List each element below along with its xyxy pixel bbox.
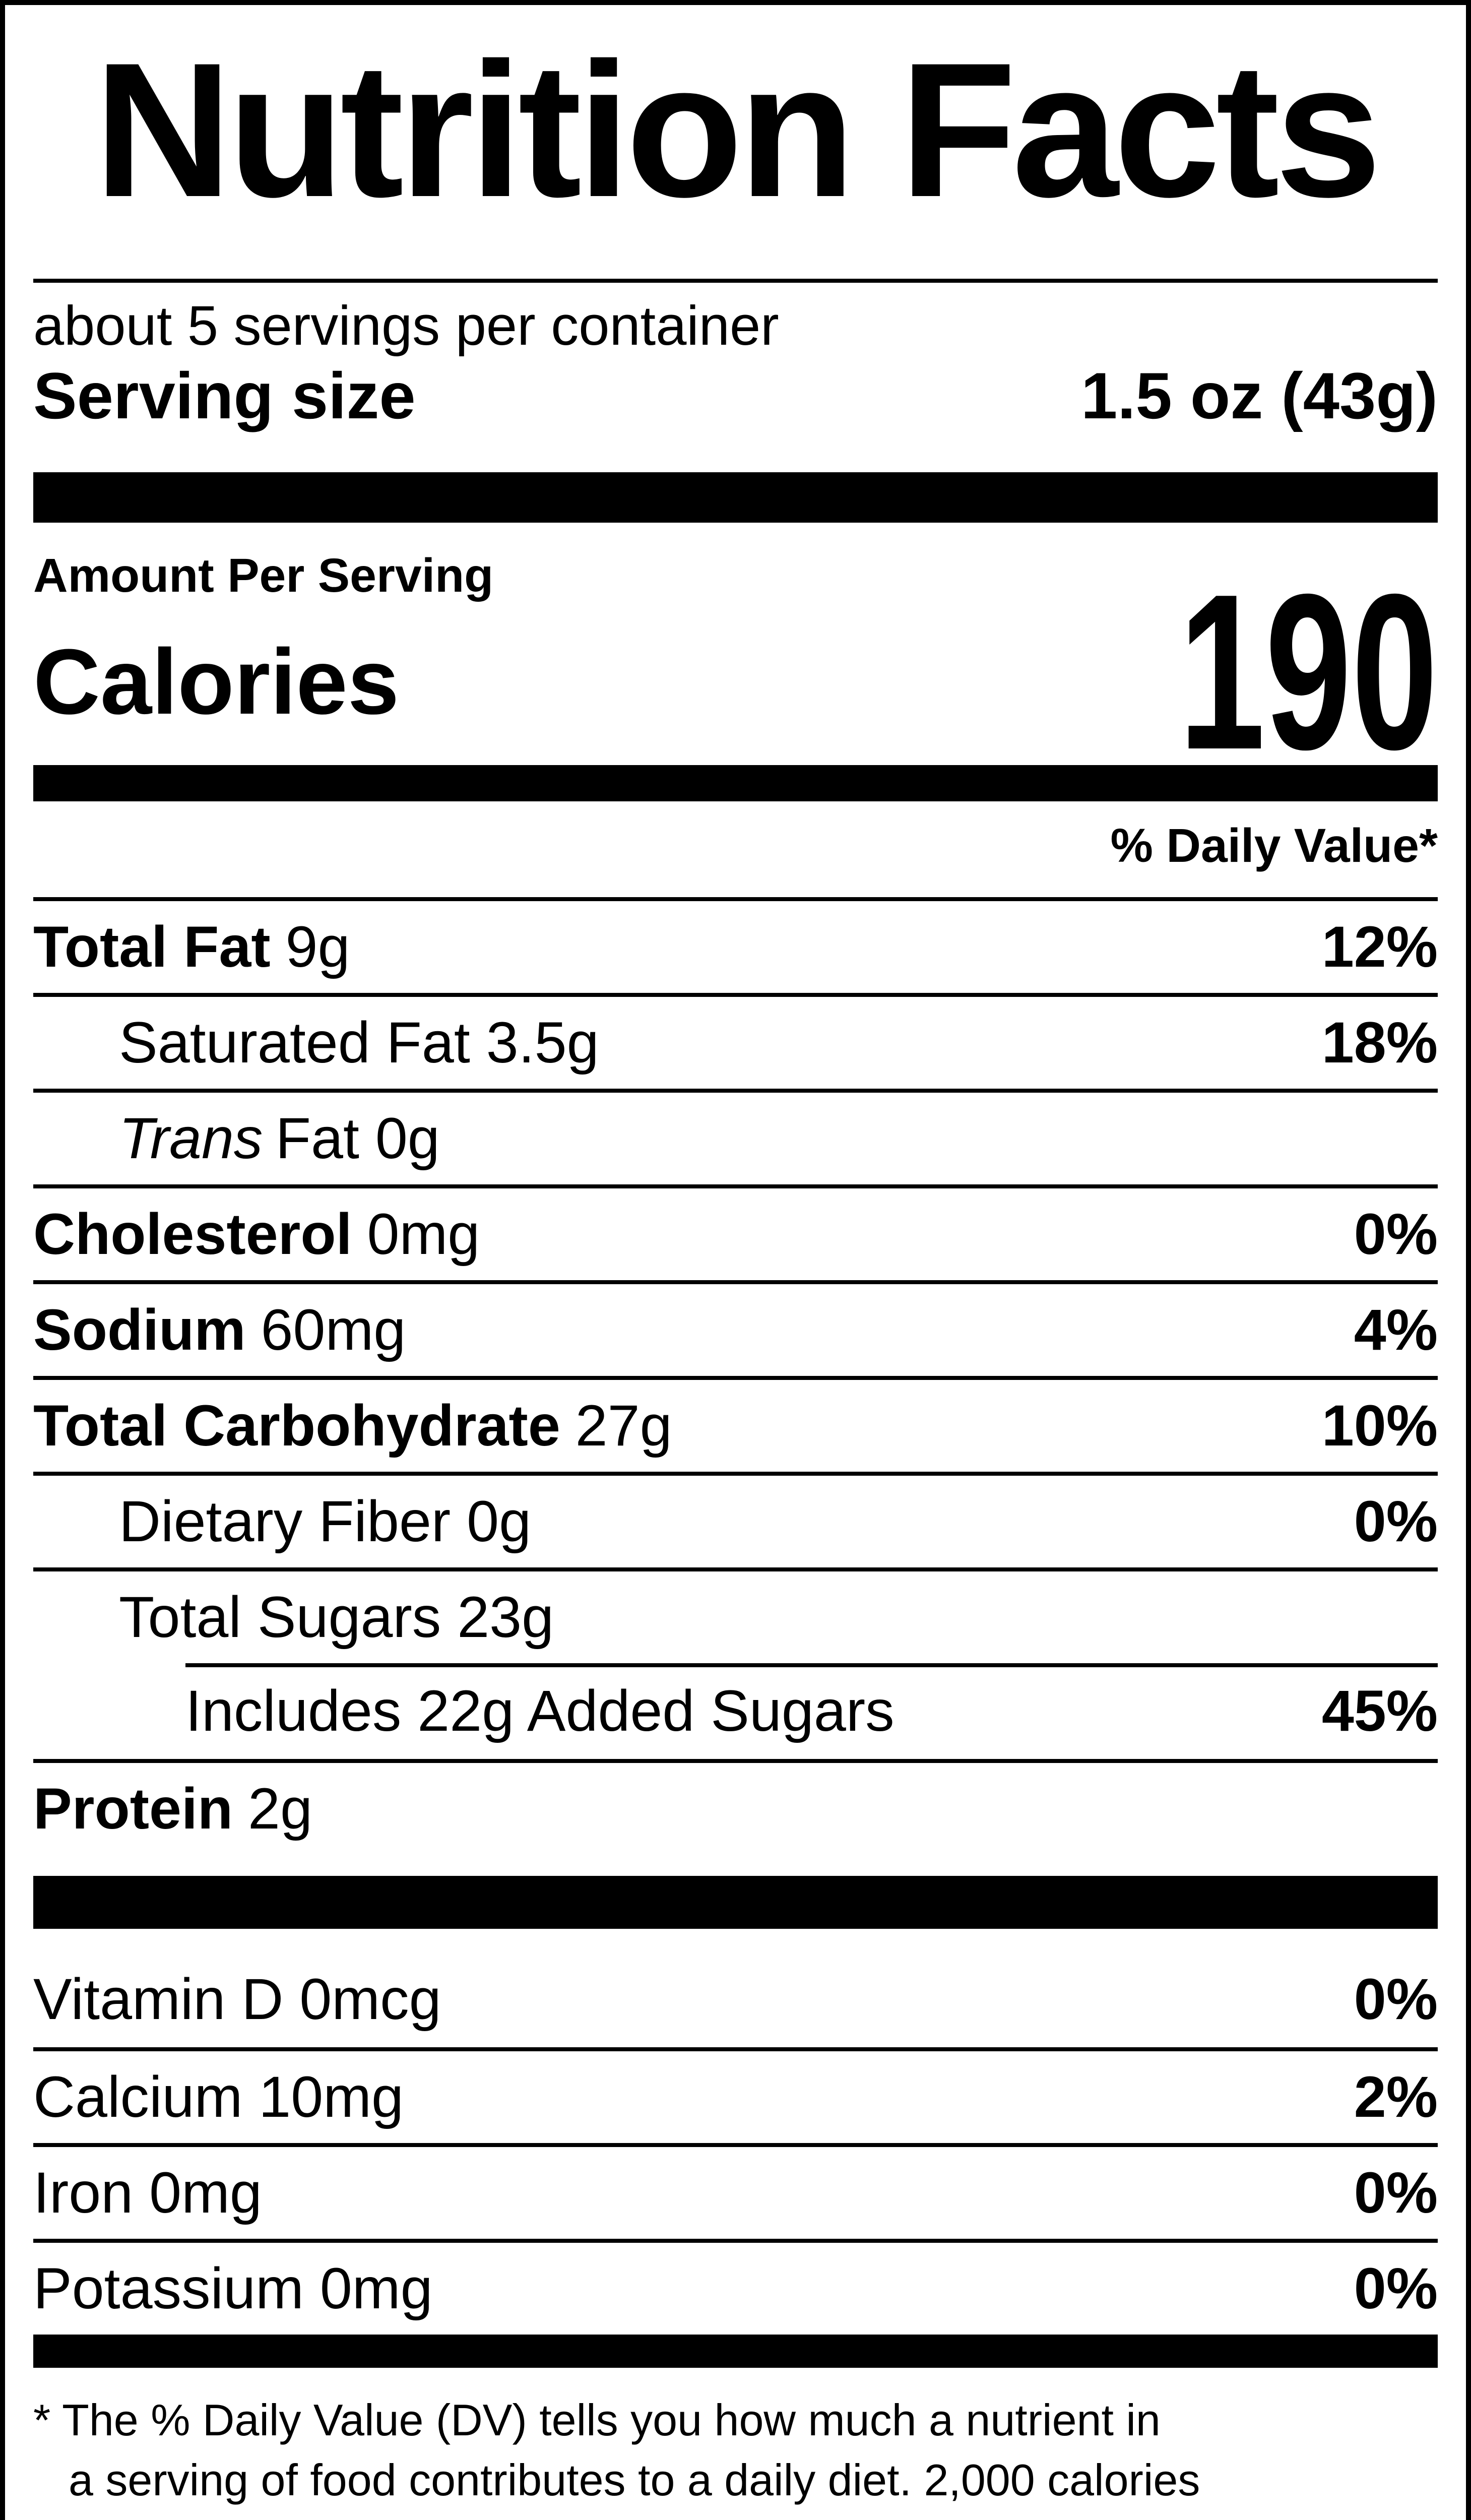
serving-size-row: Serving size 1.5 oz (43g)	[33, 356, 1438, 435]
row-total-sugars: Total Sugars 23g	[33, 1567, 1438, 1663]
label-title: Nutrition Facts	[94, 23, 1381, 237]
row-iron: Iron 0mg 0%	[33, 2143, 1438, 2239]
separator-bar-thick	[33, 472, 1438, 523]
row-added-sugars: Includes 22g Added Sugars 45%	[33, 1663, 1438, 1759]
nutrient-name: Includes 22g Added Sugars	[185, 1678, 894, 1743]
daily-value-footnote: * The % Daily Value (DV) tells you how m…	[33, 2390, 1438, 2520]
nutrient-rows: Total Fat 9g 12% Saturated Fat 3.5g 18% T…	[33, 897, 1438, 1855]
daily-value: 0%	[1354, 1489, 1438, 1554]
daily-value: 0%	[1354, 2160, 1438, 2225]
footnote-line: a day is used for general nutrition advi…	[69, 2510, 1438, 2520]
row-sodium: Sodium 60mg 4%	[33, 1280, 1438, 1376]
daily-value: 10%	[1321, 1393, 1438, 1458]
separator-bar-thick	[33, 1876, 1438, 1929]
row-calcium: Calcium 10mg 2%	[33, 2047, 1438, 2143]
micronutrient-rows: Vitamin D 0mcg 0% Calcium 10mg 2% Iron 0…	[33, 1951, 1438, 2335]
calories-row: Calories 190	[33, 561, 1438, 783]
calories-value: 190	[1179, 548, 1438, 796]
serving-size-value: 1.5 oz (43g)	[1081, 359, 1438, 432]
footnote-line: a serving of food contributes to a daily…	[69, 2454, 1200, 2505]
daily-value: 18%	[1321, 1010, 1438, 1075]
footnote-line: * The % Daily Value (DV) tells you how m…	[33, 2395, 1161, 2445]
nutrient-name: Total Fat 9g	[33, 914, 350, 979]
calories-label: Calories	[33, 629, 400, 733]
nutrient-name: Trans Fat 0g	[119, 1106, 440, 1171]
nutrient-name: Vitamin D 0mcg	[33, 1967, 441, 2032]
row-trans-fat: Trans Fat 0g	[33, 1089, 1438, 1184]
nutrient-name: Cholesterol 0mg	[33, 1202, 480, 1267]
nutrient-name: Saturated Fat 3.5g	[119, 1010, 599, 1075]
nutrient-name: Total Carbohydrate 27g	[33, 1393, 672, 1458]
serving-size-label: Serving size	[33, 359, 416, 432]
daily-value: 12%	[1321, 914, 1438, 979]
row-protein: Protein 2g	[33, 1759, 1438, 1855]
daily-value: 0%	[1354, 1967, 1438, 2032]
nutrient-name: Total Sugars 23g	[119, 1585, 554, 1650]
nutrient-name: Calcium 10mg	[33, 2064, 404, 2129]
separator-bar-medium	[33, 765, 1438, 801]
servings-per-container: about 5 servings per container	[33, 295, 779, 357]
nutrient-name: Protein 2g	[33, 1776, 312, 1841]
row-total-fat: Total Fat 9g 12%	[33, 897, 1438, 993]
row-cholesterol: Cholesterol 0mg 0%	[33, 1184, 1438, 1280]
daily-value: 0%	[1354, 2256, 1438, 2321]
row-total-carbohydrate: Total Carbohydrate 27g 10%	[33, 1376, 1438, 1472]
daily-value: 2%	[1354, 2064, 1438, 2129]
separator-bar-bottom	[33, 2335, 1438, 2368]
amount-per-serving-label: Amount Per Serving	[33, 549, 494, 602]
nutrient-name: Iron 0mg	[33, 2160, 262, 2225]
nutrient-name: Sodium 60mg	[33, 1297, 406, 1362]
daily-value-header: % Daily Value*	[1110, 819, 1438, 872]
nutrient-name: Dietary Fiber 0g	[119, 1489, 532, 1554]
daily-value: 0%	[1354, 1202, 1438, 1267]
row-dietary-fiber: Dietary Fiber 0g 0%	[33, 1472, 1438, 1567]
row-potassium: Potassium 0mg 0%	[33, 2239, 1438, 2335]
row-saturated-fat: Saturated Fat 3.5g 18%	[33, 993, 1438, 1089]
row-vitamin-d: Vitamin D 0mcg 0%	[33, 1951, 1438, 2047]
daily-value: 4%	[1354, 1297, 1438, 1362]
daily-value: 45%	[1321, 1678, 1438, 1743]
title-rule	[33, 279, 1438, 283]
nutrient-name: Potassium 0mg	[33, 2256, 433, 2321]
